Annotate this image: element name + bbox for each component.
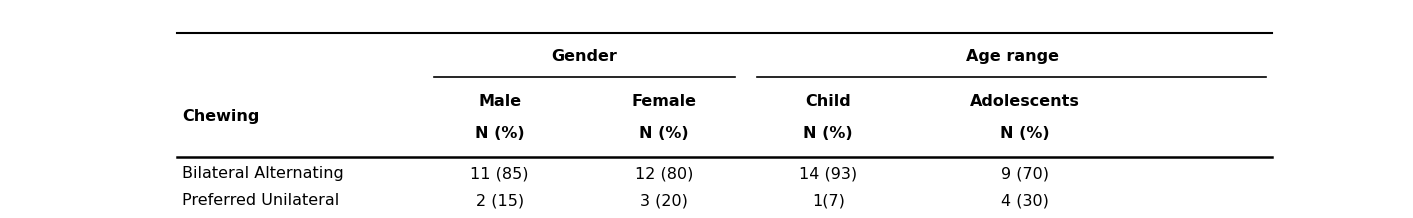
Text: Gender: Gender <box>551 49 617 64</box>
Text: N (%): N (%) <box>804 126 853 141</box>
Text: Age range: Age range <box>965 49 1058 64</box>
Text: Child: Child <box>805 94 851 109</box>
Text: 1(7): 1(7) <box>811 193 845 208</box>
Text: 11 (85): 11 (85) <box>471 166 528 181</box>
Text: Female: Female <box>632 94 697 109</box>
Text: 4 (30): 4 (30) <box>1002 193 1050 208</box>
Text: N (%): N (%) <box>639 126 688 141</box>
Text: N (%): N (%) <box>1000 126 1050 141</box>
Text: Male: Male <box>478 94 521 109</box>
Text: 3 (20): 3 (20) <box>640 193 688 208</box>
Text: 2 (15): 2 (15) <box>476 193 524 208</box>
Text: 9 (70): 9 (70) <box>1002 166 1050 181</box>
Text: Bilateral Alternating: Bilateral Alternating <box>182 166 343 181</box>
Text: Preferred Unilateral: Preferred Unilateral <box>182 193 339 208</box>
Text: 12 (80): 12 (80) <box>634 166 694 181</box>
Text: Chewing: Chewing <box>182 109 260 124</box>
Text: N (%): N (%) <box>475 126 524 141</box>
Text: Adolescents: Adolescents <box>971 94 1081 109</box>
Text: 14 (93): 14 (93) <box>800 166 858 181</box>
